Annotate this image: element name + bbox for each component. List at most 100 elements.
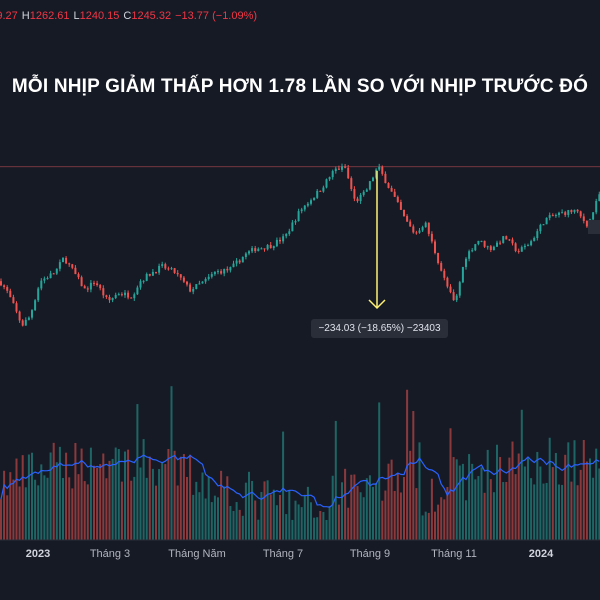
volume-bar bbox=[136, 404, 139, 540]
volume-bar bbox=[387, 463, 390, 540]
volume-bar bbox=[589, 458, 591, 540]
candle-body bbox=[139, 281, 142, 288]
volume-bar bbox=[303, 494, 306, 540]
candle-body bbox=[536, 231, 539, 239]
candle-body bbox=[77, 274, 80, 278]
volume-bar bbox=[334, 420, 337, 540]
candle-body bbox=[390, 187, 393, 192]
volume-bar bbox=[133, 476, 136, 540]
volume-bar bbox=[533, 484, 536, 540]
volume-bar bbox=[15, 458, 18, 540]
volume-bar bbox=[496, 444, 498, 540]
candle-body bbox=[235, 260, 238, 264]
volume-bar bbox=[319, 510, 322, 540]
volume-bar bbox=[207, 476, 210, 540]
volume-bar bbox=[306, 486, 309, 540]
volume-bar bbox=[21, 455, 24, 540]
volume-bar bbox=[93, 465, 95, 540]
candle-body bbox=[508, 239, 511, 241]
volume-bar bbox=[567, 442, 570, 540]
volume-bar bbox=[359, 492, 362, 540]
volume-bar bbox=[71, 488, 74, 540]
candle-body bbox=[244, 253, 247, 257]
volume-bar bbox=[372, 486, 374, 540]
volume-bar bbox=[554, 453, 557, 540]
volume-bar bbox=[350, 474, 353, 540]
volume-bar bbox=[573, 440, 576, 540]
candle-body bbox=[43, 278, 46, 281]
volume-bar bbox=[182, 454, 185, 540]
volume-bar bbox=[530, 478, 533, 540]
x-tick-label: 2023 bbox=[25, 548, 51, 560]
candle-body bbox=[167, 268, 170, 270]
candle-body bbox=[337, 168, 340, 170]
volume-bar bbox=[517, 453, 520, 540]
candle-body bbox=[300, 209, 303, 212]
volume-bar bbox=[514, 474, 517, 540]
candle-body bbox=[483, 240, 486, 247]
candle-body bbox=[319, 190, 322, 192]
candle-body bbox=[9, 290, 12, 298]
volume-bar bbox=[142, 439, 145, 540]
candle-body bbox=[359, 194, 362, 202]
candle-body bbox=[232, 263, 235, 268]
volume-bar bbox=[300, 507, 303, 540]
candle-body bbox=[130, 297, 133, 299]
candle-body bbox=[520, 247, 523, 252]
candle-body bbox=[201, 281, 204, 284]
volume-bar bbox=[40, 464, 43, 540]
volume-bar bbox=[564, 454, 567, 540]
volume-bar bbox=[598, 468, 600, 540]
candle-body bbox=[306, 203, 309, 206]
volume-bar bbox=[461, 463, 464, 540]
candle-body bbox=[334, 168, 337, 172]
candle-body bbox=[573, 209, 576, 213]
volume-bar bbox=[120, 481, 123, 540]
candle-body bbox=[62, 257, 64, 263]
volume-bar bbox=[18, 486, 21, 540]
candle-body bbox=[598, 194, 600, 201]
volume-bar bbox=[418, 442, 421, 540]
volume-bar bbox=[458, 465, 461, 540]
candle-body bbox=[511, 239, 514, 244]
candle-body bbox=[288, 231, 291, 234]
volume-bar bbox=[201, 472, 204, 540]
candle-body bbox=[89, 282, 92, 290]
volume-bar bbox=[368, 475, 371, 540]
volume-bar bbox=[378, 402, 381, 540]
candle-body bbox=[480, 240, 483, 242]
volume-bar bbox=[576, 485, 579, 540]
volume-bar bbox=[210, 502, 213, 540]
candle-body bbox=[37, 288, 40, 301]
candle-body bbox=[368, 181, 371, 190]
candle-body bbox=[399, 202, 402, 210]
volume-bar bbox=[427, 512, 430, 540]
candle-body bbox=[468, 251, 471, 259]
volume-bar bbox=[108, 460, 111, 540]
volume-bar bbox=[344, 468, 347, 540]
candle-body bbox=[328, 177, 331, 180]
volume-bar bbox=[52, 442, 55, 540]
volume-bar bbox=[220, 470, 223, 540]
candle-body bbox=[446, 277, 449, 287]
candle-body bbox=[257, 248, 260, 252]
volume-bar bbox=[434, 511, 436, 540]
volume-bar bbox=[412, 411, 415, 540]
candle-body bbox=[124, 292, 126, 296]
candle-body bbox=[55, 268, 58, 274]
candle-body bbox=[291, 222, 294, 232]
candle-body bbox=[554, 215, 557, 217]
candle-body bbox=[285, 233, 288, 237]
candle-body bbox=[458, 282, 461, 296]
candle-body bbox=[403, 209, 405, 217]
candle-body bbox=[251, 248, 254, 252]
candle-body bbox=[189, 284, 192, 292]
volume-bar bbox=[269, 494, 272, 540]
volume-bar bbox=[356, 486, 359, 540]
volume-bar bbox=[384, 490, 387, 540]
volume-bar bbox=[294, 500, 297, 540]
candle-body bbox=[155, 271, 157, 273]
volume-bar bbox=[499, 457, 502, 540]
volume-bar bbox=[511, 441, 514, 540]
